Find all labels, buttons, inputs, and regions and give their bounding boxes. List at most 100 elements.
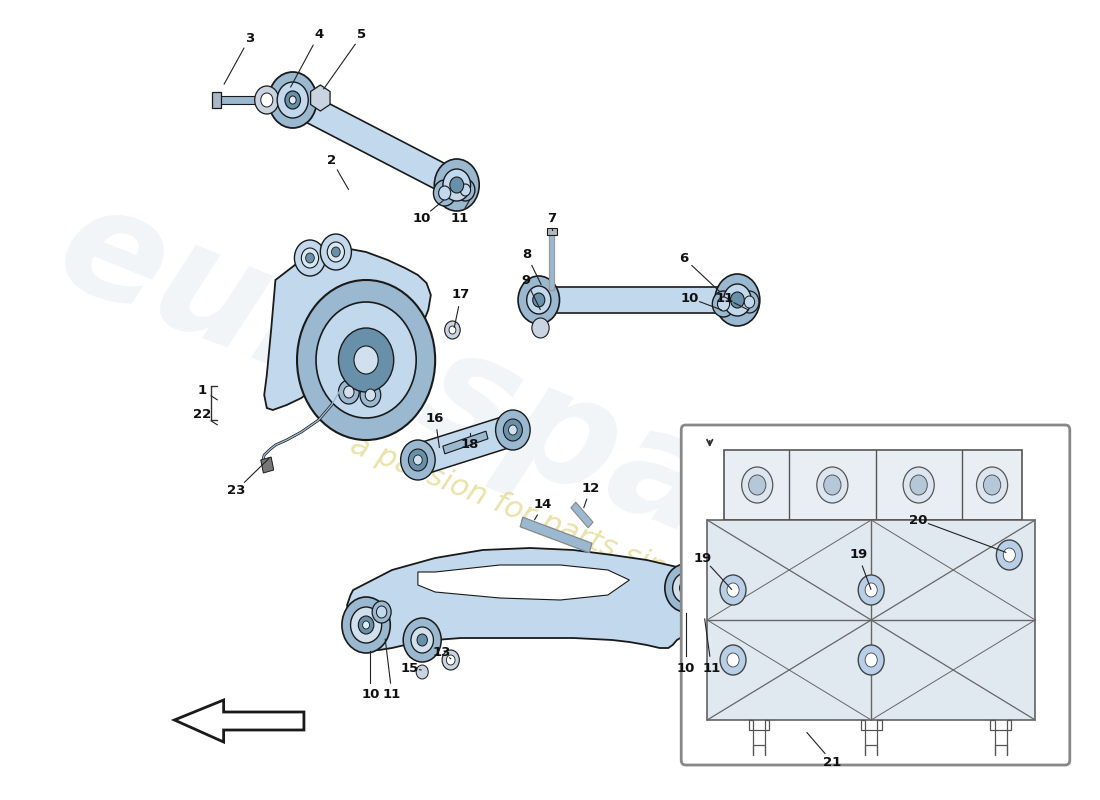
Polygon shape	[212, 92, 221, 108]
Polygon shape	[418, 565, 629, 600]
Circle shape	[359, 616, 374, 634]
Circle shape	[376, 606, 387, 618]
Text: 18: 18	[461, 438, 478, 451]
Circle shape	[532, 293, 544, 307]
Circle shape	[268, 72, 317, 128]
Text: 17: 17	[452, 289, 470, 302]
Polygon shape	[288, 87, 462, 198]
Text: 11: 11	[450, 211, 469, 225]
Circle shape	[320, 234, 351, 270]
Circle shape	[724, 284, 751, 316]
Circle shape	[741, 467, 773, 503]
Circle shape	[720, 645, 746, 675]
Circle shape	[316, 302, 416, 418]
Text: 2: 2	[327, 154, 337, 166]
Circle shape	[708, 616, 718, 628]
Circle shape	[449, 326, 455, 334]
Circle shape	[1003, 548, 1015, 562]
Circle shape	[745, 296, 755, 308]
Circle shape	[518, 276, 560, 324]
Polygon shape	[261, 457, 274, 473]
Circle shape	[504, 419, 522, 441]
Circle shape	[997, 540, 1022, 570]
Text: 1: 1	[198, 383, 207, 397]
Polygon shape	[990, 720, 1011, 745]
Circle shape	[414, 455, 422, 465]
Circle shape	[297, 280, 436, 440]
Circle shape	[434, 159, 480, 211]
Circle shape	[672, 573, 698, 603]
Text: 9: 9	[521, 274, 530, 286]
Text: 7: 7	[547, 211, 557, 225]
Circle shape	[527, 286, 551, 314]
Circle shape	[261, 93, 273, 107]
Circle shape	[824, 475, 842, 495]
Circle shape	[727, 653, 739, 667]
Text: 10: 10	[361, 689, 379, 702]
Circle shape	[301, 248, 319, 268]
Circle shape	[691, 591, 715, 619]
Circle shape	[715, 274, 760, 326]
Text: 22: 22	[192, 409, 211, 422]
Polygon shape	[443, 431, 488, 454]
Polygon shape	[549, 230, 554, 290]
Polygon shape	[520, 518, 592, 553]
Circle shape	[903, 467, 934, 503]
Circle shape	[749, 475, 766, 495]
Text: 11: 11	[383, 689, 402, 702]
Circle shape	[277, 82, 308, 118]
Text: 8: 8	[522, 249, 531, 262]
Circle shape	[977, 467, 1008, 503]
Circle shape	[443, 169, 471, 201]
Circle shape	[865, 653, 877, 667]
Text: 5: 5	[358, 29, 366, 42]
Circle shape	[680, 581, 692, 595]
Circle shape	[460, 184, 471, 196]
Circle shape	[339, 380, 360, 404]
Circle shape	[450, 177, 464, 193]
Circle shape	[717, 297, 729, 311]
Circle shape	[411, 627, 433, 653]
Text: 16: 16	[426, 411, 444, 425]
Polygon shape	[348, 548, 712, 650]
Circle shape	[289, 96, 296, 104]
Polygon shape	[749, 720, 769, 745]
Circle shape	[360, 383, 381, 407]
Circle shape	[306, 253, 315, 263]
Circle shape	[983, 475, 1001, 495]
Text: 11: 11	[702, 662, 721, 674]
Circle shape	[730, 292, 745, 308]
Circle shape	[295, 240, 326, 276]
Circle shape	[910, 475, 927, 495]
Circle shape	[664, 564, 706, 612]
Circle shape	[865, 583, 877, 597]
Polygon shape	[707, 520, 1035, 720]
Text: 13: 13	[433, 646, 451, 658]
Circle shape	[433, 180, 455, 206]
Circle shape	[858, 645, 884, 675]
Text: 10: 10	[412, 211, 431, 225]
Circle shape	[416, 665, 428, 679]
Circle shape	[285, 91, 300, 109]
Text: 10: 10	[681, 291, 700, 305]
Polygon shape	[571, 502, 593, 528]
Circle shape	[339, 328, 394, 392]
Text: 12: 12	[582, 482, 600, 494]
Polygon shape	[264, 248, 431, 410]
Circle shape	[400, 440, 436, 480]
Circle shape	[327, 242, 344, 262]
Circle shape	[817, 467, 848, 503]
Circle shape	[255, 86, 279, 114]
Text: 11: 11	[715, 291, 734, 305]
Polygon shape	[547, 228, 557, 235]
Text: 15: 15	[400, 662, 418, 674]
Circle shape	[408, 449, 428, 471]
Circle shape	[365, 389, 375, 401]
Circle shape	[727, 583, 739, 597]
Circle shape	[447, 655, 455, 665]
Text: eurospares: eurospares	[37, 170, 989, 670]
Circle shape	[354, 346, 378, 374]
Polygon shape	[219, 96, 268, 104]
Polygon shape	[725, 450, 1022, 520]
Circle shape	[696, 598, 708, 612]
